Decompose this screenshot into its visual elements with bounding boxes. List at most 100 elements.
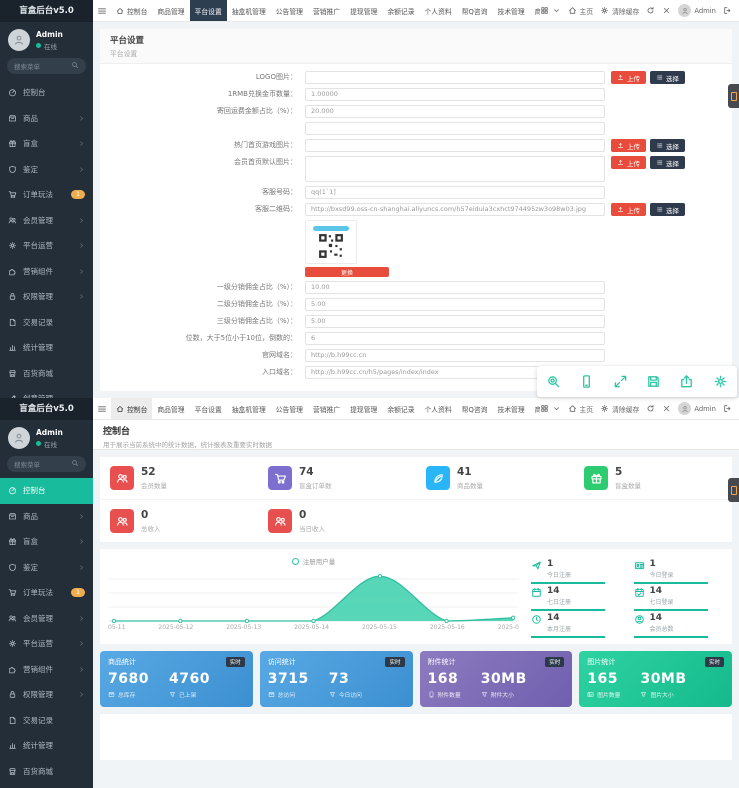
nav-tab-10[interactable]: 技术管理 bbox=[492, 398, 529, 419]
nav-tab-8[interactable]: 个人资料 bbox=[420, 398, 457, 419]
menu-toggle-icon[interactable] bbox=[93, 404, 111, 414]
sidebar-item-5[interactable]: 会员管理 bbox=[0, 208, 93, 234]
sidebar-item-2[interactable]: 盲盒 bbox=[0, 529, 93, 555]
sidebar-search-input[interactable]: 搜索菜单 bbox=[7, 58, 86, 74]
viewer-gear-button[interactable] bbox=[707, 369, 733, 395]
sidebar-item-5[interactable]: 会员管理 bbox=[0, 606, 93, 632]
upload-button[interactable]: 上传 bbox=[611, 156, 646, 169]
form-input[interactable]: 10.00 bbox=[305, 281, 605, 294]
form-input[interactable] bbox=[305, 71, 605, 84]
feedback-side-tab[interactable] bbox=[728, 84, 739, 108]
nav-tab-11[interactable]: 商城活动 bbox=[530, 0, 540, 21]
logout-button[interactable] bbox=[723, 6, 732, 15]
sidebar-item-1[interactable]: 商品 bbox=[0, 504, 93, 530]
nav-tab-6[interactable]: 提现管理 bbox=[345, 398, 382, 419]
sidebar-item-10[interactable]: 统计管理 bbox=[0, 335, 93, 361]
form-input[interactable] bbox=[305, 122, 605, 135]
choose-button[interactable]: 选择 bbox=[650, 156, 685, 169]
nav-tab-0[interactable]: 控制台 bbox=[111, 398, 153, 419]
nav-tab-3[interactable]: 抽盒机管理 bbox=[227, 0, 271, 21]
nav-tab-2[interactable]: 平台设置 bbox=[190, 398, 227, 419]
sidebar-item-0[interactable]: 控制台 bbox=[0, 80, 93, 106]
sidebar-item-7[interactable]: 营销组件 bbox=[0, 259, 93, 285]
nav-tab-4[interactable]: 公告管理 bbox=[271, 398, 308, 419]
form-input[interactable]: 1.00000 bbox=[305, 88, 605, 101]
sidebar-item-0[interactable]: 控制台 bbox=[0, 478, 93, 504]
fullscreen-close-button[interactable] bbox=[662, 6, 671, 15]
form-input[interactable]: http://b.h99cc.cn bbox=[305, 349, 605, 362]
form-input[interactable]: 20.000 bbox=[305, 105, 605, 118]
viewer-save-button[interactable] bbox=[641, 369, 667, 395]
menu-toggle-icon[interactable] bbox=[93, 6, 111, 16]
upload-button[interactable]: 上传 bbox=[611, 203, 646, 216]
sidebar-item-3[interactable]: 鉴定 bbox=[0, 555, 93, 581]
logout-button[interactable] bbox=[723, 404, 732, 413]
sidebar-item-10[interactable]: 统计管理 bbox=[0, 733, 93, 759]
choose-button[interactable]: 选择 bbox=[650, 71, 685, 84]
viewer-export-button[interactable] bbox=[674, 369, 700, 395]
sidebar-item-7[interactable]: 营销组件 bbox=[0, 657, 93, 683]
fullscreen-close-button[interactable] bbox=[662, 404, 671, 413]
nav-tab-7[interactable]: 余额记录 bbox=[382, 398, 419, 419]
form-input[interactable]: http://b.h99cc.cn/h5/pages/index/index bbox=[305, 366, 605, 379]
nav-tab-3[interactable]: 抽盒机管理 bbox=[227, 398, 271, 419]
sidebar-item-12[interactable]: 创意管理 bbox=[0, 784, 93, 788]
form-input[interactable]: 5.00 bbox=[305, 315, 605, 328]
sidebar-item-9[interactable]: 交易记录 bbox=[0, 310, 93, 336]
apps-menu-button[interactable] bbox=[540, 6, 561, 15]
nav-tab-1[interactable]: 商品管理 bbox=[152, 0, 189, 21]
nav-tab-5[interactable]: 营销推广 bbox=[308, 398, 345, 419]
user-menu[interactable]: Admin bbox=[678, 402, 716, 415]
nav-tab-10[interactable]: 技术管理 bbox=[492, 0, 529, 21]
nav-tab-5[interactable]: 营销推广 bbox=[308, 0, 345, 21]
nav-tab-8[interactable]: 个人资料 bbox=[420, 0, 457, 21]
clear-cache-button[interactable]: 清除缓存 bbox=[600, 6, 639, 16]
nav-tab-9[interactable]: 帮Q咨询 bbox=[457, 0, 493, 21]
nav-tab-9[interactable]: 帮Q咨询 bbox=[457, 398, 493, 419]
sidebar-item-11[interactable]: 百货商城 bbox=[0, 759, 93, 785]
choose-button[interactable]: 选择 bbox=[650, 203, 685, 216]
nav-tab-4[interactable]: 公告管理 bbox=[271, 0, 308, 21]
sidebar-item-3[interactable]: 鉴定 bbox=[0, 157, 93, 183]
sidebar-search-input[interactable]: 搜索菜单 bbox=[7, 456, 86, 472]
viewer-mobile-button[interactable] bbox=[574, 369, 600, 395]
form-input[interactable] bbox=[305, 156, 605, 182]
form-input[interactable] bbox=[305, 139, 605, 152]
nav-tab-1[interactable]: 商品管理 bbox=[152, 398, 189, 419]
form-input[interactable]: 6 bbox=[305, 332, 605, 345]
form-input[interactable]: qq(1`1] bbox=[305, 186, 605, 199]
sidebar-item-2[interactable]: 盲盒 bbox=[0, 131, 93, 157]
upload-button[interactable]: 上传 bbox=[611, 139, 646, 152]
chart-legend[interactable]: 注册用户量 bbox=[108, 555, 519, 567]
sidebar-item-4[interactable]: 订单玩法 1 bbox=[0, 580, 93, 606]
nav-tab-0[interactable]: 控制台 bbox=[111, 0, 152, 21]
sidebar-item-1[interactable]: 商品 bbox=[0, 106, 93, 132]
upload-button[interactable]: 上传 bbox=[611, 71, 646, 84]
sidebar-item-6[interactable]: 平台运营 bbox=[0, 631, 93, 657]
qr-change-button[interactable]: 更换 bbox=[305, 267, 389, 277]
nav-tab-7[interactable]: 余额记录 bbox=[382, 0, 419, 21]
sidebar-item-11[interactable]: 百货商城 bbox=[0, 361, 93, 387]
home-button[interactable]: 主页 bbox=[568, 404, 593, 414]
sidebar-item-9[interactable]: 交易记录 bbox=[0, 708, 93, 734]
feedback-side-tab[interactable] bbox=[728, 478, 739, 502]
clear-cache-button[interactable]: 清除缓存 bbox=[600, 404, 639, 414]
sidebar-item-8[interactable]: 权限管理 bbox=[0, 682, 93, 708]
viewer-expand-button[interactable] bbox=[607, 369, 633, 395]
nav-tab-6[interactable]: 提现管理 bbox=[345, 0, 382, 21]
choose-button[interactable]: 选择 bbox=[650, 139, 685, 152]
refresh-button[interactable] bbox=[646, 404, 655, 413]
user-menu[interactable]: Admin bbox=[678, 4, 716, 17]
form-input[interactable]: http://bxsd99.oss-cn-shanghai.aliyuncs.c… bbox=[305, 203, 605, 216]
sidebar-item-8[interactable]: 权限管理 bbox=[0, 284, 93, 310]
apps-menu-button[interactable] bbox=[540, 404, 561, 413]
form-input[interactable]: 5.00 bbox=[305, 298, 605, 311]
nav-tab-2[interactable]: 平台设置 bbox=[189, 0, 227, 21]
sidebar-item-6[interactable]: 平台运营 bbox=[0, 233, 93, 259]
sidebar-item-12[interactable]: 创意管理 bbox=[0, 386, 93, 398]
sidebar-item-4[interactable]: 订单玩法 1 bbox=[0, 182, 93, 208]
refresh-button[interactable] bbox=[646, 6, 655, 15]
nav-tab-11[interactable]: 商城活动 bbox=[530, 398, 540, 419]
viewer-zoom-search-button[interactable] bbox=[541, 369, 567, 395]
home-button[interactable]: 主页 bbox=[568, 6, 593, 16]
